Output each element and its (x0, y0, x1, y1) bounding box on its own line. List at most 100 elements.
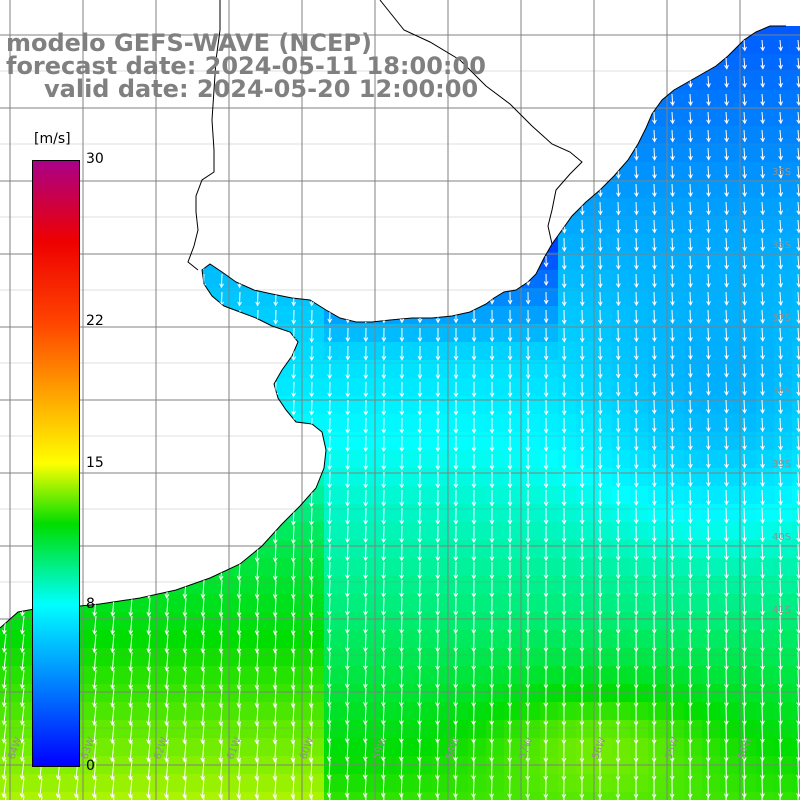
wind-arrow (92, 291, 98, 307)
wind-speed-cell (252, 540, 271, 559)
inland-border (187, 0, 221, 271)
wind-speed-cell (630, 108, 649, 127)
wind-arrow (597, 363, 603, 379)
wind-speed-cell (720, 720, 739, 739)
wind-arrow (543, 183, 549, 194)
wind-arrow (417, 309, 423, 324)
wind-speed-cell (504, 432, 523, 451)
wind-arrow (308, 687, 314, 709)
wind-speed-cell (540, 594, 559, 613)
wind-arrow (237, 327, 242, 343)
wind-arrow (273, 111, 279, 125)
wind-speed-cell (792, 144, 800, 163)
wind-arrow (363, 273, 369, 287)
wind-speed-cell (594, 342, 613, 361)
wind-arrow (778, 183, 784, 198)
wind-arrow (164, 741, 169, 763)
wind-speed-cell (720, 684, 739, 703)
wind-arrow (110, 417, 116, 434)
wind-arrow (344, 741, 350, 762)
wind-speed-cell (378, 378, 397, 397)
wind-speed-cell (486, 144, 505, 163)
wind-arrow (2, 489, 8, 507)
wind-speed-cell (432, 684, 451, 703)
wind-arrow (651, 489, 657, 506)
wind-speed-cell (252, 648, 271, 667)
wind-speed-cell (522, 774, 541, 793)
wind-arrow (615, 579, 621, 598)
wind-arrow (290, 579, 296, 599)
wind-speed-cell (576, 90, 595, 109)
wind-speed-cell (324, 288, 343, 307)
wind-speed-cell (630, 288, 649, 307)
wind-speed-cell (558, 720, 577, 739)
wind-speed-cell (594, 540, 613, 559)
wind-speed-cell (468, 630, 487, 649)
wind-arrow (128, 759, 133, 781)
wind-speed-cell (72, 126, 91, 145)
wind-speed-cell (504, 594, 523, 613)
wind-speed-cell (702, 486, 721, 505)
wind-speed-cell (612, 216, 631, 235)
wind-speed-cell (738, 36, 757, 55)
wind-arrow (273, 417, 278, 434)
wind-arrow (435, 381, 441, 398)
wind-speed-cell (288, 468, 307, 487)
wind-arrow (597, 219, 603, 234)
wind-speed-cell (360, 396, 379, 415)
wind-arrow (615, 453, 621, 470)
wind-arrow (344, 723, 350, 744)
wind-arrow (507, 201, 513, 212)
wind-speed-cell (108, 792, 127, 800)
wind-arrow (796, 255, 800, 270)
wind-arrow (543, 219, 549, 230)
wind-arrow (706, 561, 711, 580)
wind-speed-cell (0, 90, 19, 109)
wind-arrow (543, 507, 549, 525)
wind-speed-cell (342, 630, 361, 649)
wind-speed-cell (738, 468, 757, 487)
wind-speed-cell (648, 342, 667, 361)
wind-speed-cell (486, 504, 505, 523)
wind-arrow (509, 795, 511, 800)
wind-arrow (778, 543, 783, 561)
wind-arrow (110, 471, 116, 489)
wind-speed-cell (558, 396, 577, 415)
wind-arrow (760, 345, 765, 360)
wind-speed-cell (720, 180, 739, 199)
wind-speed-cell (648, 54, 667, 73)
wind-arrow (525, 165, 531, 176)
wind-speed-cell (558, 180, 577, 199)
wind-speed-cell (90, 108, 109, 127)
wind-arrow (218, 759, 224, 781)
wind-arrow (129, 219, 134, 234)
wind-arrow (146, 507, 152, 526)
wind-speed-cell (126, 144, 145, 163)
wind-speed-cell (144, 342, 163, 361)
wind-speed-cell (288, 234, 307, 253)
wind-speed-cell (630, 468, 649, 487)
wind-speed-cell (792, 396, 800, 415)
wind-speed-cell (342, 594, 361, 613)
wind-speed-cell (270, 684, 289, 703)
wind-arrow (778, 579, 783, 598)
wind-arrow (688, 399, 693, 415)
wind-arrow (527, 795, 529, 800)
wind-speed-cell (450, 702, 469, 721)
wind-arrow (92, 525, 98, 544)
wind-arrow (435, 507, 441, 525)
wind-arrow (182, 723, 188, 745)
wind-speed-cell (108, 270, 127, 289)
wind-speed-cell (180, 432, 199, 451)
wind-arrow (670, 93, 675, 107)
wind-arrow (507, 597, 513, 617)
wind-speed-cell (612, 198, 631, 217)
wind-speed-cell (0, 666, 19, 685)
wind-speed-cell (738, 702, 757, 721)
wind-arrow (453, 543, 459, 562)
wind-speed-cell (720, 450, 739, 469)
wind-arrow (507, 417, 513, 434)
wind-speed-cell (360, 414, 379, 433)
wind-arrow (272, 615, 278, 636)
wind-arrow (182, 777, 187, 799)
